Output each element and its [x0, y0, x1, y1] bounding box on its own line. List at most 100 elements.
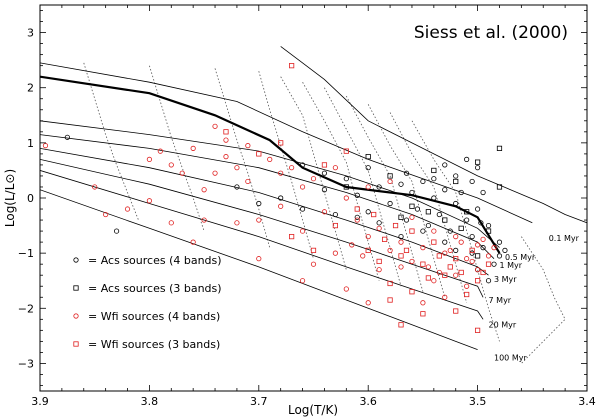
- legend-label: = Wfi sources (4 bands): [88, 310, 220, 323]
- data-point: [431, 228, 437, 234]
- data-point: [212, 170, 218, 176]
- data-point: [376, 184, 382, 190]
- series-2: [42, 123, 497, 306]
- y-tick-label: 0: [27, 192, 34, 205]
- data-points: [42, 63, 508, 333]
- data-point: [480, 245, 486, 251]
- legend-marker: [73, 341, 79, 347]
- data-point: [409, 289, 415, 295]
- data-point: [365, 234, 371, 240]
- data-point: [289, 165, 295, 171]
- data-point: [387, 280, 393, 287]
- data-point: [267, 156, 273, 162]
- data-point: [442, 217, 448, 223]
- x-tick-label: 3.9: [31, 395, 49, 408]
- x-tick-label: 3.4: [578, 395, 596, 408]
- data-point: [376, 258, 382, 265]
- data-point: [398, 214, 404, 220]
- y-tick-label: −2: [18, 302, 34, 315]
- data-point: [420, 178, 426, 185]
- data-point: [442, 250, 448, 256]
- data-point: [453, 234, 459, 240]
- data-point: [464, 256, 470, 262]
- data-point: [474, 165, 481, 171]
- data-point: [299, 278, 306, 284]
- data-point: [496, 145, 503, 151]
- data-point: [453, 308, 459, 314]
- data-point: [398, 239, 404, 245]
- data-point: [491, 245, 497, 251]
- data-point: [278, 195, 284, 201]
- data-point: [403, 247, 410, 253]
- data-point: [398, 234, 404, 240]
- data-point: [458, 269, 464, 276]
- data-point: [223, 154, 229, 160]
- data-point: [343, 195, 349, 201]
- y-tick-label: 3: [27, 27, 34, 40]
- data-point: [365, 165, 371, 171]
- data-point: [299, 184, 306, 190]
- data-point: [310, 176, 317, 182]
- evolutionary-track: [83, 62, 139, 221]
- data-point: [146, 198, 152, 204]
- data-point: [256, 256, 262, 262]
- data-point: [458, 189, 464, 196]
- data-point: [485, 222, 492, 229]
- data-point: [387, 173, 393, 179]
- data-point: [480, 236, 486, 242]
- data-point: [343, 184, 349, 190]
- legend-marker: [73, 285, 79, 291]
- y-tick-label: −3: [18, 357, 34, 370]
- data-point: [360, 253, 366, 259]
- data-point: [354, 214, 360, 220]
- data-point: [420, 311, 426, 317]
- data-point: [124, 206, 131, 212]
- data-point: [382, 236, 388, 242]
- data-point: [354, 206, 360, 212]
- data-point: [409, 214, 415, 220]
- data-point: [453, 272, 459, 278]
- data-point: [168, 162, 174, 168]
- data-point: [354, 217, 360, 223]
- data-point: [502, 247, 508, 253]
- data-point: [212, 123, 218, 129]
- data-point: [179, 170, 185, 176]
- data-point: [365, 184, 371, 190]
- data-point: [365, 300, 371, 306]
- data-point: [234, 184, 240, 190]
- data-point: [409, 258, 415, 265]
- data-point: [42, 143, 49, 149]
- chart-title: Siess et al. (2000): [414, 23, 568, 43]
- isochrone-label: 1 Myr: [499, 261, 522, 270]
- data-point: [234, 220, 240, 226]
- data-point: [496, 239, 503, 245]
- data-point: [321, 209, 328, 215]
- x-tick-label: 3.7: [250, 395, 268, 408]
- data-point: [343, 286, 349, 292]
- data-point: [431, 176, 437, 182]
- data-point: [480, 269, 486, 276]
- legend-label: = Acs sources (3 bands): [88, 282, 222, 295]
- data-point: [442, 239, 448, 245]
- evolutionary-track: [389, 112, 468, 303]
- data-point: [464, 291, 470, 298]
- birthline: [280, 46, 587, 224]
- evolutionary-track: [258, 71, 314, 259]
- data-point: [365, 209, 371, 215]
- data-point: [447, 264, 453, 270]
- data-point: [387, 247, 393, 253]
- isochrone-line: [40, 120, 500, 248]
- legend-label: = Wfi sources (3 bands): [88, 338, 220, 351]
- data-point: [376, 220, 382, 226]
- isochrone-line: [40, 134, 495, 259]
- isochrone-label: 20 Myr: [489, 321, 517, 330]
- data-point: [420, 245, 426, 251]
- data-point: [201, 217, 207, 223]
- data-point: [310, 247, 317, 253]
- data-point: [464, 209, 470, 215]
- data-point: [436, 269, 442, 276]
- data-point: [431, 195, 437, 201]
- data-point: [491, 261, 497, 267]
- legend-label: = Acs sources (4 bands): [88, 254, 222, 267]
- isochrone-line: [40, 170, 484, 320]
